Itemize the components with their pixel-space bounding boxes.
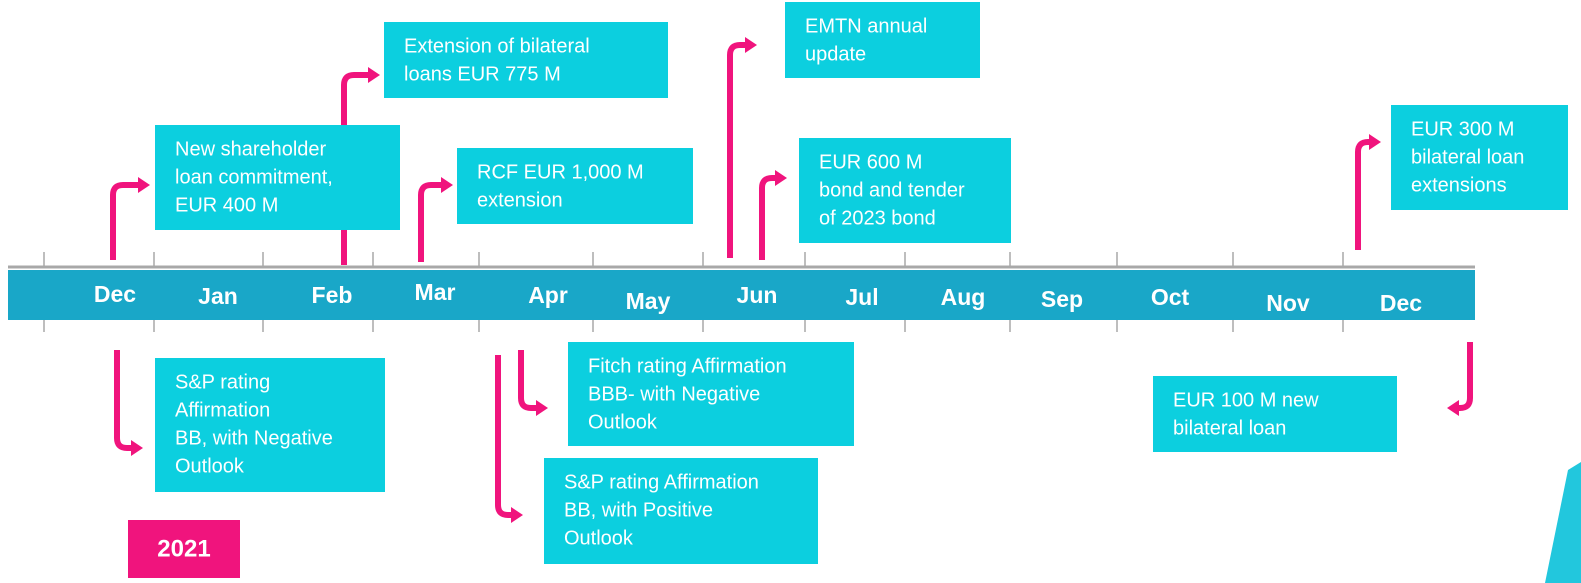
event-box [1153, 376, 1397, 452]
month-label: Feb [312, 282, 353, 308]
month-label: Dec [1380, 290, 1422, 316]
event-box [155, 125, 400, 230]
event-text: BB, with Negative [175, 427, 333, 449]
event-text: loan commitment, [175, 166, 333, 188]
arrow [495, 355, 511, 518]
event-text: of 2023 bond [819, 207, 936, 229]
event-text: BBB- with Negative [588, 383, 760, 405]
event-text: Outlook [175, 455, 245, 477]
event-text: EMTN annual [805, 15, 927, 37]
event-text: bilateral loan [1173, 417, 1286, 439]
arrow-head [441, 177, 453, 193]
arrow-head [131, 440, 143, 456]
timeline-bar [8, 270, 1475, 320]
arrow [759, 175, 775, 260]
event-text: Affirmation [175, 399, 270, 421]
arrow [341, 72, 368, 265]
event-text: Outlook [588, 411, 658, 433]
arrow-head [536, 400, 548, 416]
event-text: EUR 100 M new [1173, 389, 1319, 411]
arrow [114, 350, 131, 451]
event-box [568, 342, 854, 446]
event-text: S&P rating [175, 371, 270, 393]
month-label: Oct [1151, 284, 1190, 310]
event-text: New shareholder [175, 138, 327, 160]
month-label: Aug [941, 284, 986, 310]
month-label: Jul [845, 284, 878, 310]
event-text: Fitch rating Affirmation [588, 355, 787, 377]
event-text: Outlook [564, 527, 634, 549]
year-box [128, 520, 240, 578]
arrow [518, 350, 536, 411]
decor-shape [1545, 462, 1581, 583]
event-text: extensions [1411, 174, 1507, 196]
event-text: RCF EUR 1,000 M [477, 161, 644, 183]
event-box [544, 458, 818, 564]
arrow-head [138, 177, 150, 193]
month-label: Jan [198, 283, 238, 309]
arrow [1355, 139, 1369, 250]
arrow-head [1369, 134, 1381, 150]
event-text: bond and tender [819, 179, 965, 201]
event-box [785, 2, 980, 78]
arrow-head [368, 67, 380, 83]
month-label: Sep [1041, 286, 1083, 312]
month-label: Apr [528, 282, 568, 308]
event-text: EUR 300 M [1411, 118, 1514, 140]
year-label: 2021 [157, 535, 210, 562]
event-text: Extension of bilateral [404, 35, 590, 57]
event-text: update [805, 43, 866, 65]
arrow [1459, 342, 1473, 411]
month-label: Mar [415, 279, 456, 305]
month-label: Nov [1266, 290, 1310, 316]
arrow [727, 42, 745, 258]
event-box [799, 138, 1011, 243]
event-text: EUR 600 M [819, 151, 922, 173]
event-box [1391, 105, 1568, 210]
event-box [155, 358, 385, 492]
month-label: Jun [737, 282, 778, 308]
arrow-head [511, 507, 523, 523]
arrow-head [1447, 400, 1459, 416]
month-label: May [626, 288, 671, 314]
event-text: EUR 400 M [175, 194, 278, 216]
event-text: extension [477, 189, 563, 211]
arrow [110, 182, 138, 260]
event-text: BB, with Positive [564, 499, 713, 521]
event-box [457, 148, 693, 224]
month-label: Dec [94, 281, 136, 307]
event-text: loans EUR 775 M [404, 63, 561, 85]
arrow-head [745, 37, 757, 53]
arrow-head [775, 170, 787, 186]
arrow [418, 182, 441, 262]
event-text: bilateral loan [1411, 146, 1524, 168]
event-box [384, 22, 668, 98]
event-text: S&P rating Affirmation [564, 471, 759, 493]
